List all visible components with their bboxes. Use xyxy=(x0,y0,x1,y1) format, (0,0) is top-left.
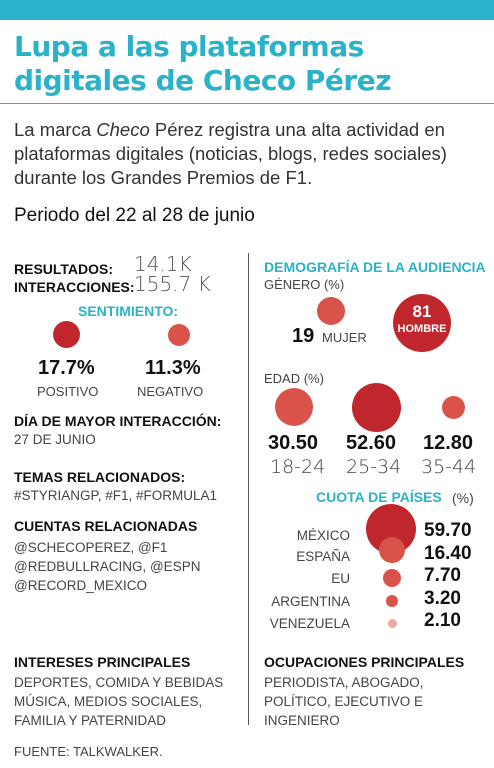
cuentas-label: CUENTAS RELACIONADAS xyxy=(14,518,198,534)
intro-brand: Checo xyxy=(96,119,150,140)
edad-value: 52.60 xyxy=(346,432,397,454)
intro-before: La marca xyxy=(14,119,97,140)
cuentas-line: @RECORD_MEXICO xyxy=(14,578,147,593)
edad-circle-18-24 xyxy=(275,388,313,426)
dia-value: 27 DE JUNIO xyxy=(14,432,96,447)
intro-text: La marca Checo Pérez registra una alta a… xyxy=(14,118,484,190)
pais-value: 59.70 xyxy=(424,520,472,541)
pais-name: EU xyxy=(331,571,350,586)
negativo-value: 11.3% xyxy=(145,357,201,379)
paises-heading: CUOTA DE PAÍSES xyxy=(316,489,442,505)
pais-circle-venezuela xyxy=(388,619,397,628)
resultados-value: 14.1K xyxy=(134,252,192,276)
hombre-circle xyxy=(393,294,451,352)
edad-range: 35-44 xyxy=(421,456,477,478)
pais-circle-espana xyxy=(379,537,405,563)
intereses-label: INTERESES PRINCIPALES xyxy=(14,654,191,670)
column-divider xyxy=(248,253,249,725)
edad-circle-35-44 xyxy=(442,396,465,419)
pais-value: 3.20 xyxy=(424,588,461,609)
edad-range: 18-24 xyxy=(270,456,326,478)
edad-value: 12.80 xyxy=(423,432,474,454)
period-text: Periodo del 22 al 28 de junio xyxy=(14,205,255,226)
intereses-line: MÚSICA, MEDIOS SOCIALES, xyxy=(14,694,203,709)
edad-circle-25-34 xyxy=(352,383,401,432)
edad-label: EDAD (%) xyxy=(264,371,324,386)
pais-name: MÉXICO xyxy=(296,528,350,543)
ocupaciones-line: POLÍTICO, EJECUTIVO E xyxy=(264,694,424,709)
edad-value: 30.50 xyxy=(268,432,319,454)
mujer-label: MUJER xyxy=(322,330,367,345)
temas-label: TEMAS RELACIONADOS: xyxy=(14,469,186,485)
ocupaciones-label: OCUPACIONES PRINCIPALES xyxy=(264,654,465,670)
ocupaciones-line: INGENIERO xyxy=(264,713,340,728)
demografia-heading: DEMOGRAFÍA DE LA AUDIENCIA xyxy=(264,259,486,275)
edad-range: 25-34 xyxy=(346,456,402,478)
hombre-value: 81 xyxy=(412,302,432,321)
pais-circle-eu xyxy=(383,569,401,587)
pais-name: ARGENTINA xyxy=(271,594,350,609)
pais-circle-argentina xyxy=(386,595,398,607)
temas-value: #STYRIANGP, #F1, #FORMULA1 xyxy=(14,488,218,503)
pais-value: 2.10 xyxy=(424,610,461,631)
intro-after: Pérez registra una alta actividad en pla… xyxy=(14,119,447,188)
cuentas-line: @REDBULLRACING, @ESPN xyxy=(14,559,201,574)
mujer-circle xyxy=(317,297,345,325)
paises-unit: (%) xyxy=(452,490,474,506)
resultados-label: RESULTADOS: xyxy=(14,261,114,277)
mujer-value: 19 xyxy=(292,325,315,347)
genero-label: GÉNERO (%) xyxy=(264,277,345,292)
dia-label: DÍA DE MAYOR INTERACCIÓN: xyxy=(14,413,222,429)
page-title: Lupa a las plataformas digitales de Chec… xyxy=(14,30,392,97)
ocupaciones-line: PERIODISTA, ABOGADO, xyxy=(264,675,424,690)
negativo-circle xyxy=(168,324,190,346)
hombre-label: HOMBRE xyxy=(397,323,447,335)
interacciones-label: INTERACCIONES: xyxy=(14,279,135,295)
fuente-text: FUENTE: TALKWALKER. xyxy=(14,744,163,759)
interacciones-value: 155.7 K xyxy=(134,272,211,296)
pais-value: 7.70 xyxy=(424,565,461,586)
negativo-label: NEGATIVO xyxy=(137,384,204,399)
intereses-line: FAMILIA Y PATERNIDAD xyxy=(14,713,167,728)
sentimiento-heading: SENTIMIENTO: xyxy=(78,303,179,319)
top-bar xyxy=(0,0,494,20)
positivo-value: 17.7% xyxy=(38,357,95,379)
intereses-line: DEPORTES, COMIDA Y BEBIDAS xyxy=(14,675,224,690)
pais-value: 16.40 xyxy=(424,543,472,564)
pais-name: VENEZUELA xyxy=(269,616,350,631)
pais-name: ESPAÑA xyxy=(296,549,350,564)
cuentas-line: @SCHECOPEREZ, @F1 xyxy=(14,540,168,555)
positivo-label: POSITIVO xyxy=(37,384,99,399)
title-divider xyxy=(0,103,494,104)
positivo-circle xyxy=(53,321,80,348)
